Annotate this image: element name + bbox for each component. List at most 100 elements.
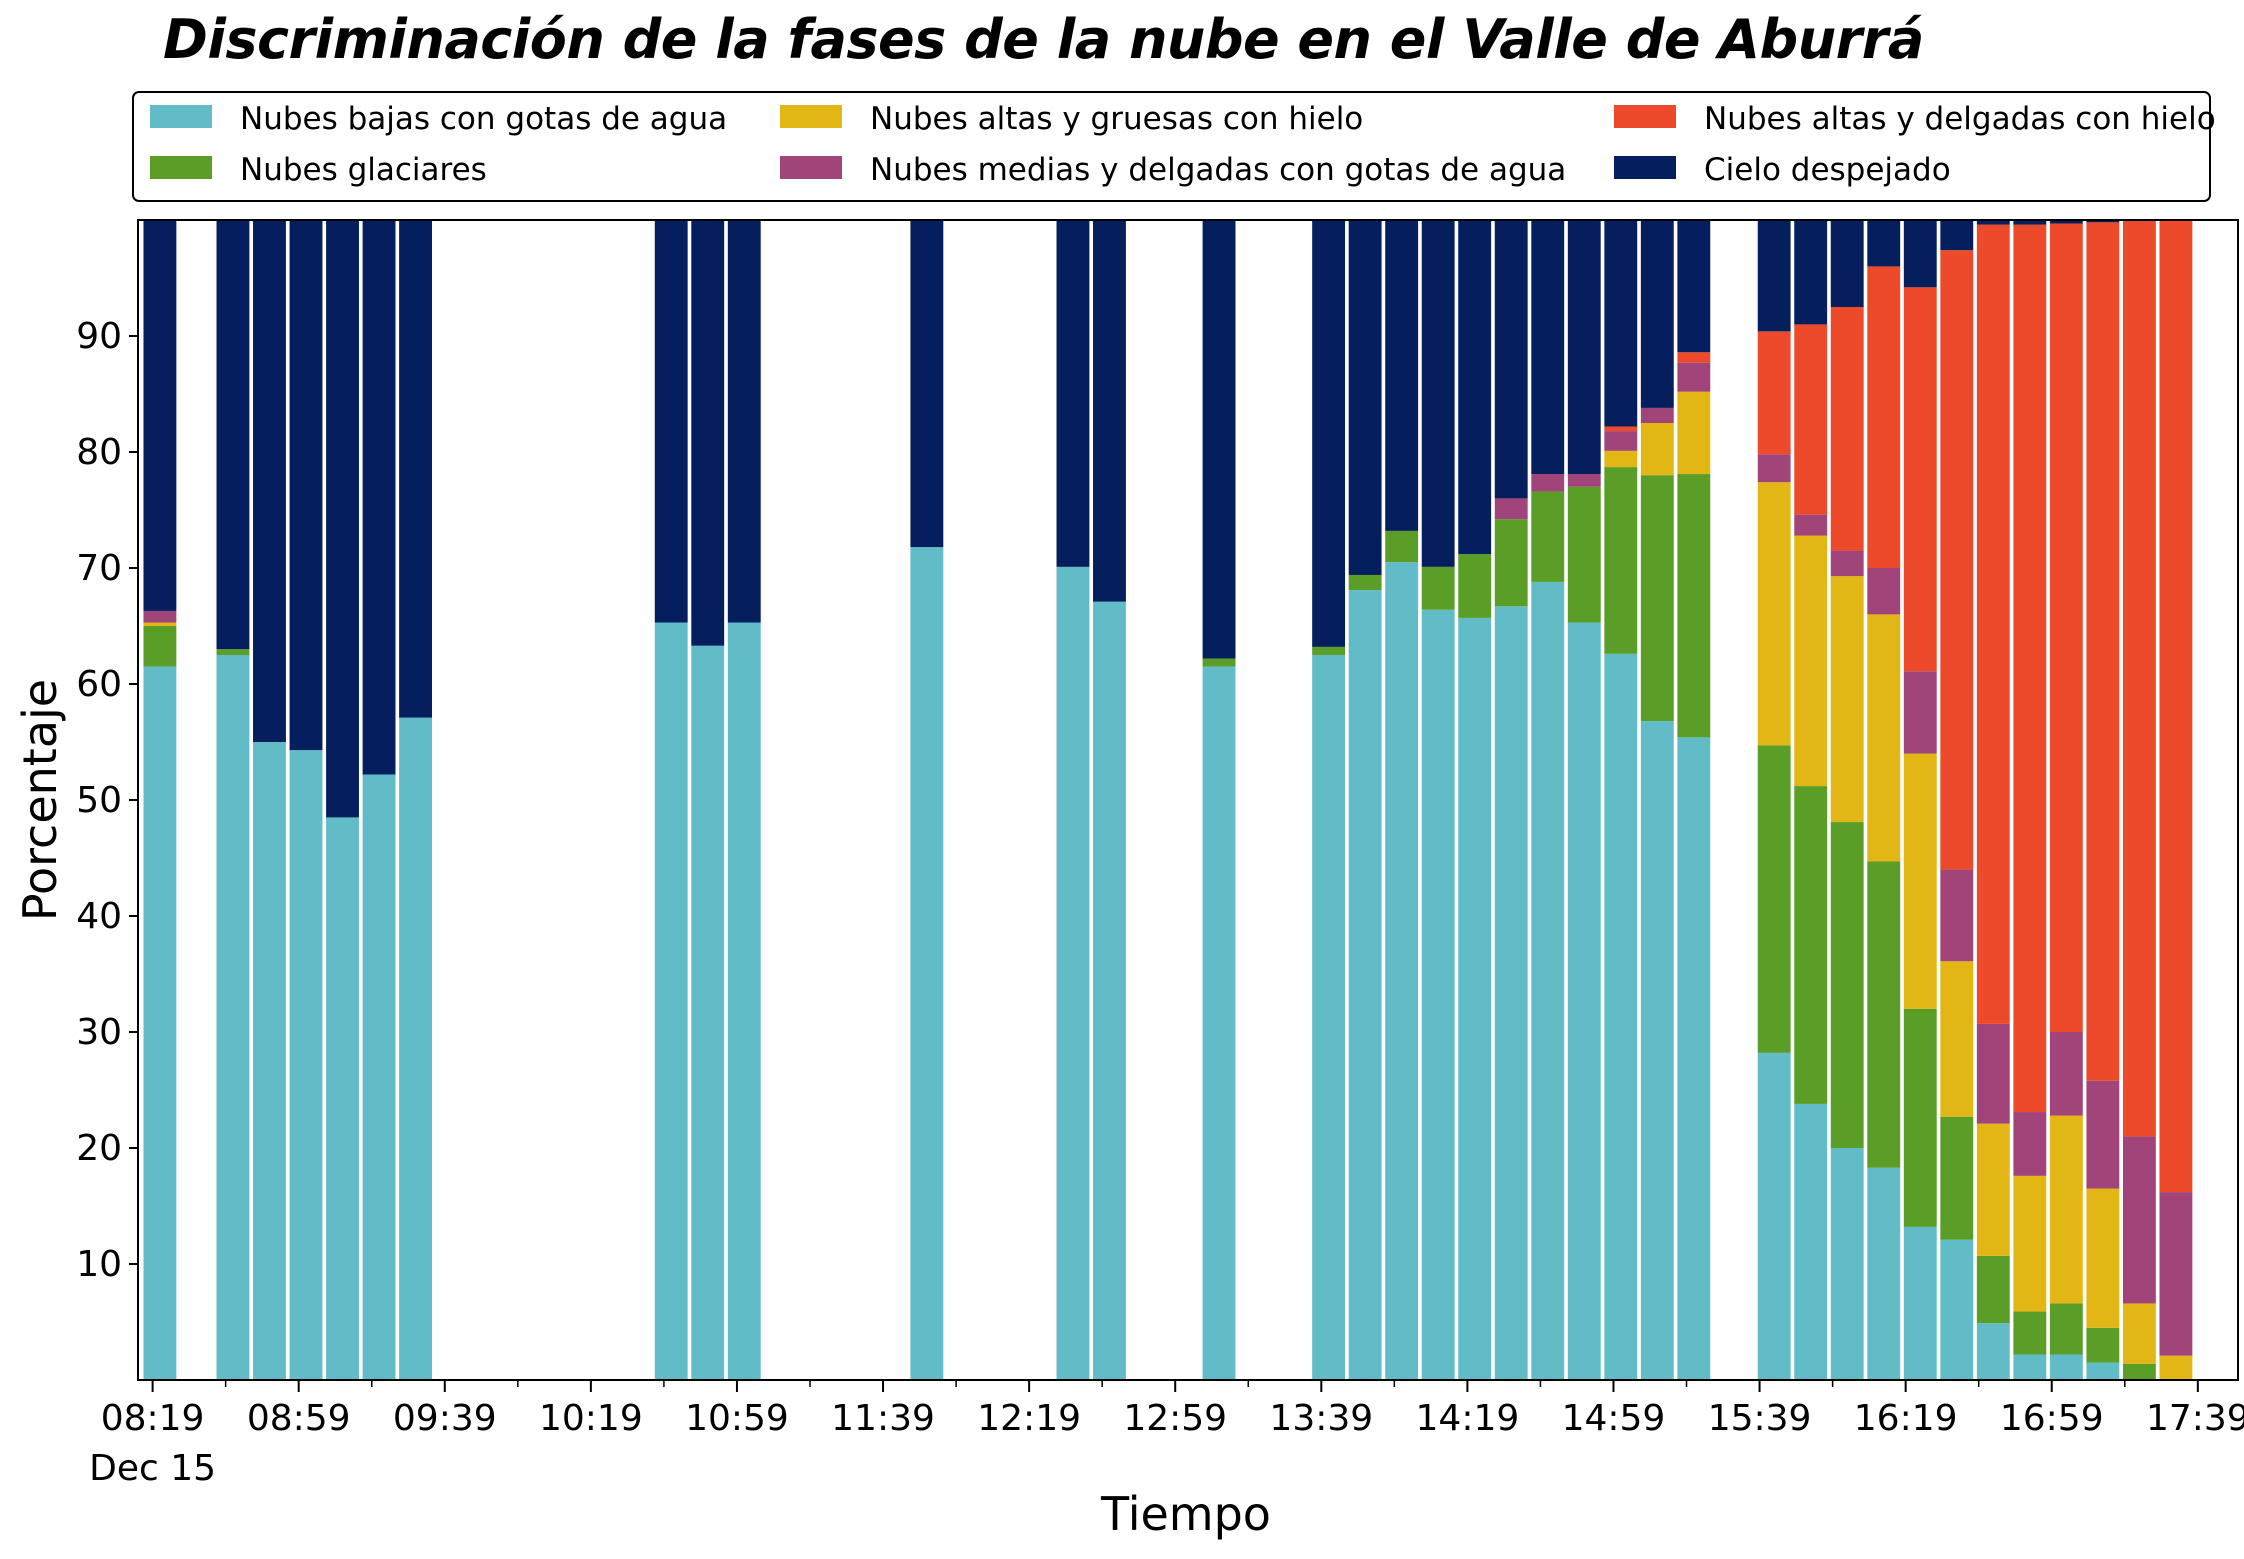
bar-segment-nubes-altas-y-delgadas-con-hielo bbox=[1867, 266, 1901, 568]
bar-segment-nubes-bajas-con-gotas-de-agua bbox=[1494, 606, 1528, 1380]
bar-segment-nubes-bajas-con-gotas-de-agua bbox=[1794, 1103, 1828, 1380]
bar-segment-nubes-bajas-con-gotas-de-agua bbox=[1458, 617, 1492, 1380]
bar-segment-nubes-medias-y-delgadas-con-gotas-de-agua bbox=[2086, 1080, 2120, 1189]
bar-segment-nubes-bajas-con-gotas-de-agua bbox=[143, 666, 177, 1380]
legend-item-nubes-medias-y-delgadas-con-gotas-de-agua: Nubes medias y delgadas con gotas de agu… bbox=[780, 152, 1566, 188]
bar-segment-nubes-glaciares bbox=[2049, 1303, 2083, 1355]
bar-segment-nubes-bajas-con-gotas-de-agua bbox=[2013, 1354, 2047, 1380]
bar-segment-nubes-medias-y-delgadas-con-gotas-de-agua bbox=[2159, 1192, 2193, 1356]
bar-stack bbox=[2159, 220, 2193, 1380]
legend-label: Nubes altas y delgadas con hielo bbox=[1704, 101, 2216, 137]
bar-segment-cielo-despejado bbox=[1458, 220, 1492, 555]
x-tick-label: 14:59 bbox=[1562, 1398, 1666, 1439]
bar-segment-nubes-bajas-con-gotas-de-agua bbox=[1757, 1052, 1791, 1380]
bar-segment-cielo-despejado bbox=[1757, 220, 1791, 332]
bar-segment-cielo-despejado bbox=[362, 220, 396, 775]
bar-stack bbox=[1312, 220, 1346, 1380]
x-tick-label: 11:39 bbox=[831, 1398, 935, 1439]
bar-segment-nubes-altas-y-gruesas-con-hielo bbox=[1757, 482, 1791, 746]
bar-stack bbox=[654, 220, 688, 1380]
bar-segment-nubes-bajas-con-gotas-de-agua bbox=[1976, 1323, 2010, 1380]
bar-segment-nubes-medias-y-delgadas-con-gotas-de-agua bbox=[1531, 474, 1565, 492]
bar-stack bbox=[289, 220, 323, 1380]
bar-segment-nubes-altas-y-delgadas-con-hielo bbox=[1940, 250, 1974, 870]
bar-segment-nubes-bajas-con-gotas-de-agua bbox=[1677, 737, 1711, 1380]
x-tick-label: 10:59 bbox=[685, 1398, 789, 1439]
bar-segment-nubes-altas-y-gruesas-con-hielo bbox=[1677, 391, 1711, 475]
bar-segment-cielo-despejado bbox=[1940, 220, 1974, 251]
bar-segment-nubes-altas-y-delgadas-con-hielo bbox=[2013, 224, 2047, 1113]
bar-stack bbox=[1056, 220, 1090, 1380]
bar-segment-nubes-glaciares bbox=[1867, 861, 1901, 1168]
bar-segment-nubes-altas-y-gruesas-con-hielo bbox=[2122, 1303, 2156, 1364]
bar-segment-nubes-altas-y-gruesas-con-hielo bbox=[1604, 450, 1638, 468]
bar-segment-cielo-despejado bbox=[253, 220, 286, 742]
bar-segment-nubes-bajas-con-gotas-de-agua bbox=[1903, 1226, 1937, 1380]
bar-segment-nubes-altas-y-delgadas-con-hielo bbox=[2086, 222, 2120, 1081]
bar-segment-nubes-altas-y-delgadas-con-hielo bbox=[1604, 426, 1638, 432]
bar-segment-cielo-despejado bbox=[1640, 220, 1674, 408]
y-tick-label: 50 bbox=[76, 780, 122, 821]
bar-stack bbox=[399, 220, 432, 1380]
bar-segment-nubes-bajas-con-gotas-de-agua bbox=[1830, 1148, 1864, 1380]
bar-segment-nubes-altas-y-delgadas-con-hielo bbox=[1830, 307, 1864, 551]
bar-stack bbox=[1093, 220, 1126, 1380]
legend: Nubes bajas con gotas de agua Nubes glaci… bbox=[132, 91, 2216, 202]
bar-segment-nubes-glaciares bbox=[1794, 786, 1828, 1104]
y-tick-label: 60 bbox=[76, 664, 122, 705]
bar-segment-cielo-despejado bbox=[216, 220, 250, 650]
bar-segment-cielo-despejado bbox=[910, 220, 944, 548]
legend-swatch bbox=[150, 105, 212, 128]
bar-segment-nubes-medias-y-delgadas-con-gotas-de-agua bbox=[1867, 568, 1901, 615]
bar-segment-cielo-despejado bbox=[399, 220, 432, 718]
bar-segment-nubes-bajas-con-gotas-de-agua bbox=[326, 817, 359, 1380]
bar-segment-nubes-altas-y-gruesas-con-hielo bbox=[2086, 1188, 2120, 1328]
x-tick-date-label: Dec 15 bbox=[89, 1448, 216, 1489]
bar-segment-nubes-altas-y-gruesas-con-hielo bbox=[2049, 1115, 2083, 1304]
bar-segment-nubes-glaciares bbox=[1640, 475, 1674, 722]
bar-segment-nubes-bajas-con-gotas-de-agua bbox=[1567, 622, 1601, 1380]
bar-segment-nubes-altas-y-delgadas-con-hielo bbox=[1757, 331, 1791, 455]
x-tick-label: 15:39 bbox=[1708, 1398, 1812, 1439]
bar-segment-nubes-bajas-con-gotas-de-agua bbox=[1348, 590, 1382, 1380]
bar-segment-nubes-bajas-con-gotas-de-agua bbox=[1056, 566, 1090, 1380]
bar-segment-nubes-bajas-con-gotas-de-agua bbox=[399, 717, 432, 1380]
bar-stack bbox=[1494, 220, 1528, 1380]
bar-segment-nubes-medias-y-delgadas-con-gotas-de-agua bbox=[1604, 431, 1638, 451]
bar-segment-nubes-altas-y-gruesas-con-hielo bbox=[143, 622, 177, 626]
legend-item-nubes-altas-y-delgadas-con-hielo: Nubes altas y delgadas con hielo bbox=[1614, 101, 2216, 137]
bar-segment-nubes-bajas-con-gotas-de-agua bbox=[253, 742, 286, 1380]
legend-label: Cielo despejado bbox=[1704, 152, 1951, 188]
bar-segment-nubes-bajas-con-gotas-de-agua bbox=[1867, 1167, 1901, 1380]
legend-item-cielo-despejado: Cielo despejado bbox=[1614, 152, 1951, 188]
bar-segment-nubes-medias-y-delgadas-con-gotas-de-agua bbox=[1940, 869, 1974, 962]
bar-segment-nubes-bajas-con-gotas-de-agua bbox=[654, 622, 688, 1380]
legend-swatch bbox=[780, 156, 842, 179]
bar-segment-nubes-medias-y-delgadas-con-gotas-de-agua bbox=[1903, 671, 1937, 754]
bar-segment-nubes-medias-y-delgadas-con-gotas-de-agua bbox=[143, 610, 177, 623]
bar-segment-nubes-glaciares bbox=[1494, 519, 1528, 607]
bar-segment-nubes-glaciares bbox=[1567, 486, 1601, 623]
bar-stack bbox=[910, 220, 944, 1380]
x-tick-label: 16:59 bbox=[2000, 1398, 2104, 1439]
bar-segment-nubes-bajas-con-gotas-de-agua bbox=[362, 774, 396, 1380]
legend-label: Nubes altas y gruesas con hielo bbox=[870, 101, 1363, 137]
bar-segment-nubes-bajas-con-gotas-de-agua bbox=[1312, 655, 1346, 1380]
bar-segment-nubes-bajas-con-gotas-de-agua bbox=[2049, 1354, 2083, 1380]
bar-segment-cielo-despejado bbox=[1867, 220, 1901, 267]
x-tick-label: 13:39 bbox=[1269, 1398, 1373, 1439]
bar-segment-nubes-altas-y-gruesas-con-hielo bbox=[1794, 535, 1828, 787]
bar-segment-cielo-despejado bbox=[1385, 220, 1419, 531]
bar-segment-nubes-glaciares bbox=[143, 626, 177, 667]
bar-segment-cielo-despejado bbox=[1830, 220, 1864, 307]
bar-segment-nubes-altas-y-delgadas-con-hielo bbox=[1794, 324, 1828, 515]
x-tick-label: 12:19 bbox=[977, 1398, 1081, 1439]
bar-segment-nubes-bajas-con-gotas-de-agua bbox=[1940, 1239, 1974, 1380]
bar-segment-nubes-glaciares bbox=[1348, 574, 1382, 591]
y-axis-label: Porcentaje bbox=[13, 679, 67, 921]
bar-stack bbox=[2049, 220, 2083, 1380]
bar-segment-nubes-bajas-con-gotas-de-agua bbox=[1421, 609, 1455, 1380]
legend-swatch bbox=[1614, 156, 1676, 179]
bar-stack bbox=[1604, 220, 1638, 1380]
bar-segment-cielo-despejado bbox=[289, 220, 323, 751]
